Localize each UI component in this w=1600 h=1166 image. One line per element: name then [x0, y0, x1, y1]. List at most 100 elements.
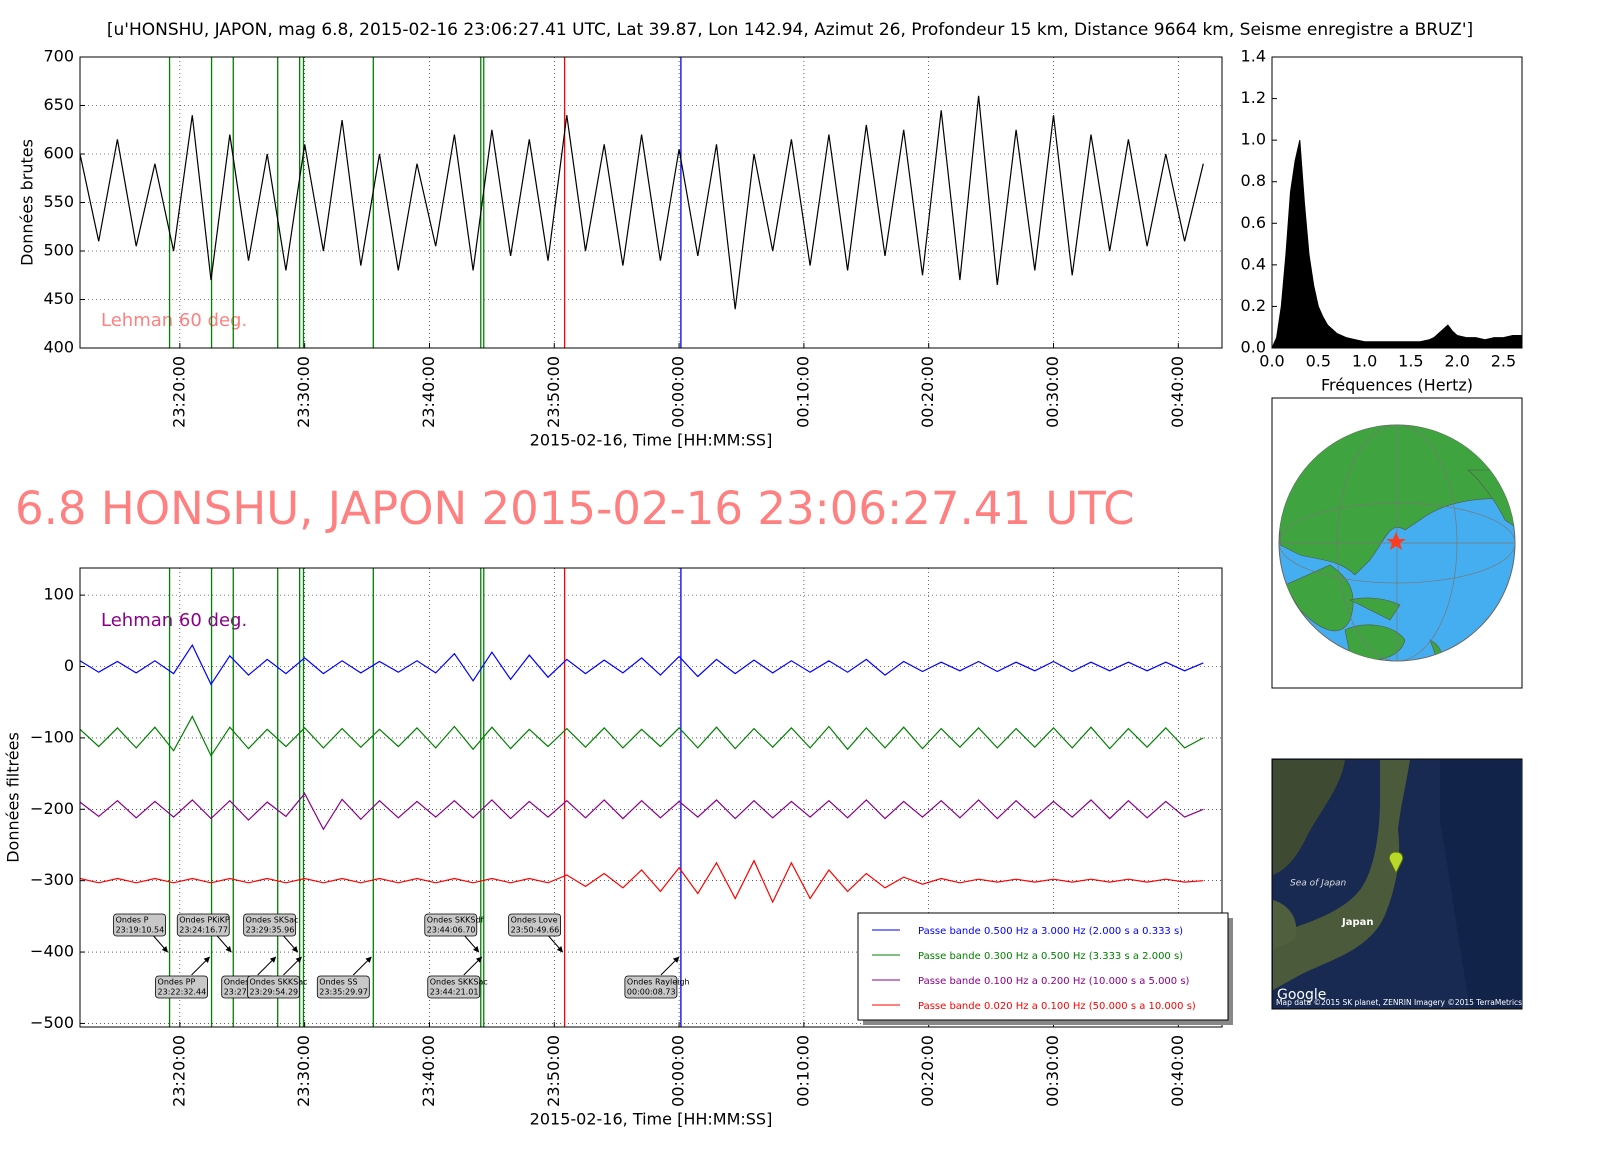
event-title: 6.8 HONSHU, JAPON 2015-02-16 23:06:27.41…: [15, 482, 1135, 535]
phase-time: 23:29:35.96: [246, 926, 295, 935]
y-tick-label: 1.0: [1241, 130, 1266, 149]
phase-arrow: [153, 935, 168, 953]
phase-box: [155, 975, 208, 999]
phase-time: 23:29:54.29: [249, 988, 298, 997]
y-tick-label: 700: [43, 47, 74, 66]
x-tick-label: 23:50:00: [544, 1035, 563, 1107]
x-tick-label: 1.5: [1398, 352, 1423, 371]
phase-time: 00:00:08.73: [627, 988, 676, 997]
legend-label: Passe bande 0.300 Hz a 0.500 Hz (3.333 s…: [918, 951, 1183, 962]
x-tick-label: 00:10:00: [793, 356, 812, 428]
trace: [79, 859, 1204, 904]
y-tick-label: −500: [30, 1013, 74, 1032]
x-tick-label: 00:00:00: [669, 356, 688, 428]
map-label: Japan: [1341, 917, 1374, 928]
phase-arrow: [352, 956, 372, 976]
y-tick-label: 600: [43, 144, 74, 163]
phase-box: [424, 913, 478, 937]
y-tick-label: 500: [43, 241, 74, 260]
phase-box: [427, 975, 481, 999]
legend-label: Passe bande 0.020 Hz a 0.100 Hz (50.000 …: [918, 1001, 1196, 1012]
phase-arrow: [548, 935, 564, 953]
phase-time: 23:44:06.70: [427, 926, 476, 935]
phase-time: 23:24:16.77: [179, 926, 228, 935]
x-tick-label: 2.5: [1491, 352, 1516, 371]
phase-box: [316, 975, 370, 999]
trace: [79, 792, 1204, 831]
plot-frame: [1271, 56, 1523, 349]
x-tick-label: 23:50:00: [544, 356, 563, 428]
x-tick-label: 23:40:00: [419, 356, 438, 428]
phase-label: Ondes Rayleigh: [627, 978, 690, 987]
trace: [79, 643, 1204, 686]
plot-frame: [79, 56, 1223, 349]
y-axis-label: Données filtrées: [4, 732, 23, 863]
map-panel: Sea of Japan Japan Google Map data ©2015…: [1271, 758, 1523, 1010]
y-tick-label: 400: [43, 338, 74, 357]
y-tick-label: 0.4: [1241, 254, 1266, 273]
phase-box: [176, 913, 230, 937]
phase-arrow: [464, 935, 480, 953]
figure-title: [u'HONSHU, JAPON, mag 6.8, 2015-02-16 23…: [107, 20, 1473, 40]
y-tick-label: 0.8: [1241, 171, 1266, 190]
y-axis-label: Données brutes: [18, 139, 37, 266]
plot-area: [80, 57, 1222, 348]
x-tick-label: 00:20:00: [918, 1035, 937, 1107]
phase-time: 23:44:21.01: [430, 988, 479, 997]
annotation: Lehman 60 deg.: [101, 610, 247, 631]
y-tick-label: −400: [30, 942, 74, 961]
map-label: Sea of Japan: [1290, 879, 1347, 889]
annotation: Lehman 60 deg.: [101, 310, 247, 331]
plot-frame: [79, 567, 1223, 1028]
x-tick-label: 00:30:00: [1043, 356, 1062, 428]
phase-time: 23:50:49.66: [511, 926, 560, 935]
legend: [857, 912, 1229, 1021]
phase-time: 23:22:32.44: [158, 988, 207, 997]
x-tick-label: 23:30:00: [294, 356, 313, 428]
x-tick-label: 23:40:00: [419, 1035, 438, 1107]
phase-label: Ondes PP: [158, 978, 196, 987]
phase-box: [508, 913, 562, 937]
map-attribution: Map data ©2015 SK planet, ZENRIN Imagery…: [1276, 998, 1522, 1007]
x-tick-label: 00:20:00: [918, 356, 937, 428]
y-tick-label: 0.6: [1241, 213, 1266, 232]
legend-label: Passe bande 0.100 Hz a 0.200 Hz (10.000 …: [918, 976, 1190, 987]
y-tick-label: −300: [30, 870, 74, 889]
phase-label: Ondes SS: [319, 978, 357, 987]
x-tick-label: 00:10:00: [793, 1035, 812, 1107]
phase-time: 23:19:10.54: [116, 926, 165, 935]
phase-arrow: [660, 956, 680, 976]
x-tick-label: 0.5: [1306, 352, 1331, 371]
phase-arrow: [257, 956, 277, 976]
phase-label: Ondes SKKSac: [249, 978, 307, 987]
spectrum: [1271, 139, 1523, 349]
phase-arrow: [283, 956, 302, 976]
x-tick-label: 23:30:00: [294, 1035, 313, 1107]
x-axis-label: Fréquences (Hertz): [1321, 376, 1473, 395]
legend-label: Passe bande 0.500 Hz a 3.000 Hz (2.000 s…: [918, 926, 1183, 937]
x-tick-label: 2.0: [1444, 352, 1469, 371]
x-tick-label: 1.0: [1352, 352, 1377, 371]
phase-box: [113, 913, 166, 937]
phase-label: Ondes P: [116, 916, 149, 925]
y-tick-label: 450: [43, 289, 74, 308]
y-tick-label: 550: [43, 192, 74, 211]
phase-arrow: [191, 956, 210, 976]
x-tick-label: 00:40:00: [1168, 1035, 1187, 1107]
globe-panel: [1271, 397, 1523, 689]
phase-time: 23:35:29.97: [319, 988, 368, 997]
x-tick-label: 00:00:00: [669, 1035, 688, 1107]
x-tick-label: 00:30:00: [1043, 1035, 1062, 1107]
phase-box: [247, 975, 300, 999]
trace: [79, 715, 1204, 757]
y-tick-label: 0.2: [1241, 296, 1266, 315]
y-tick-label: 650: [43, 95, 74, 114]
phase-box: [624, 975, 678, 999]
x-axis-label: 2015-02-16, Time [HH:MM:SS]: [530, 431, 773, 450]
x-tick-label: 23:20:00: [169, 1035, 188, 1107]
y-tick-label: 1.4: [1241, 47, 1266, 66]
y-tick-label: −200: [30, 799, 74, 818]
y-tick-label: 1.2: [1241, 88, 1266, 107]
map-logo: Google: [1277, 987, 1326, 1003]
